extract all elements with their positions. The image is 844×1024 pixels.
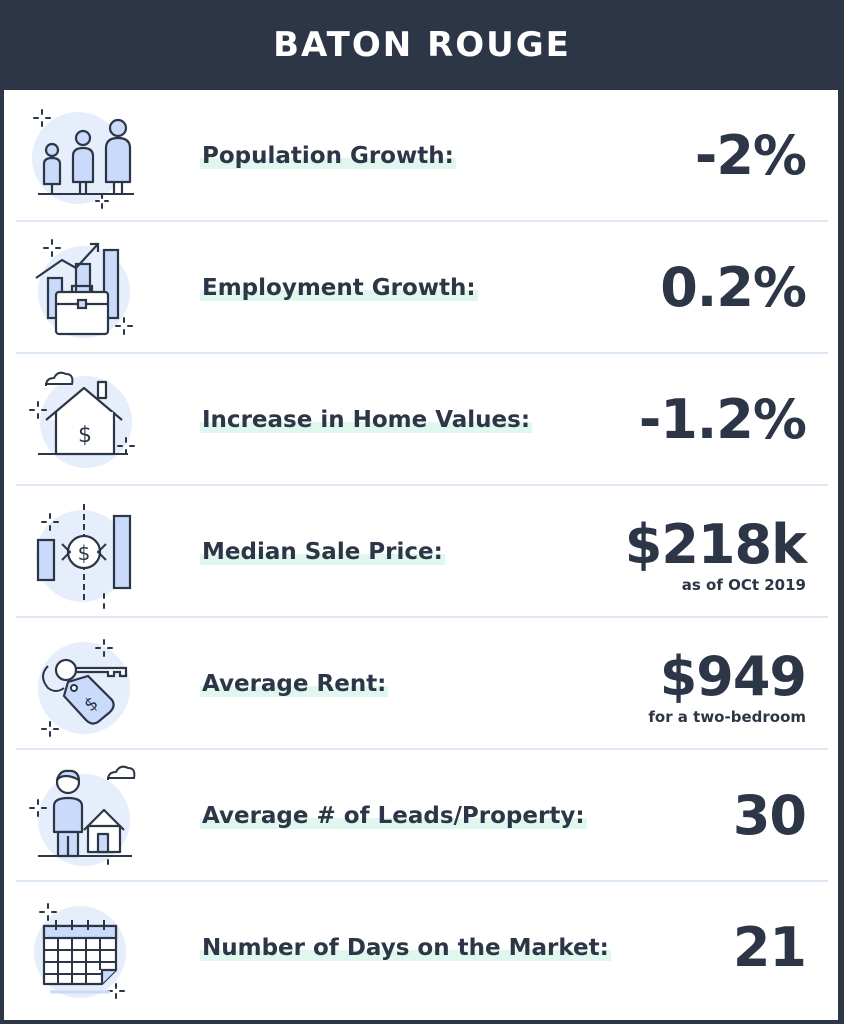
row-divider [16,616,828,618]
stat-label: Median Sale Price: [200,539,445,565]
sale-price-chart-icon: $ [28,494,140,610]
stat-label: Employment Growth: [200,275,478,301]
stat-row-median-sale-price: $ Median Sale Price: $218k as of OCt 201… [4,486,838,618]
stats-panel: Population Growth: -2% [4,90,838,1020]
people-icon [28,98,140,214]
stat-label: Average # of Leads/Property: [200,803,587,829]
row-divider [16,748,828,750]
stat-value-note: for a two-bedroom [648,708,806,727]
stat-row-leads: Average # of Leads/Property: 30 [4,750,838,882]
stat-row-employment: Employment Growth: 0.2% [4,222,838,354]
stat-label: Number of Days on the Market: [200,935,611,961]
stat-value-box: -2% [694,124,807,187]
person-house-icon [28,758,140,874]
bottom-border [0,1020,844,1024]
key-tag-icon: $ [28,626,140,742]
stat-value-note: as of OCt 2019 [681,576,806,595]
stat-value-box: 30 [732,784,807,847]
stat-value-box: 21 [732,916,807,979]
stat-value-box: -1.2% [638,388,807,451]
stat-label: Average Rent: [200,671,389,697]
house-dollar-icon: $ [28,362,140,478]
calendar-icon [28,890,140,1006]
svg-text:$: $ [78,423,92,448]
stat-value: 0.2% [660,256,807,319]
stat-value-box: 0.2% [660,256,807,319]
row-divider [16,352,828,354]
row-divider [16,484,828,486]
stat-label: Increase in Home Values: [200,407,533,433]
stat-value: $218k [624,513,807,577]
stat-row-average-rent: $ Average Rent: $949 for a two-bedroom [4,618,838,750]
row-divider [16,220,828,222]
stat-row-population: Population Growth: -2% [4,90,838,222]
stat-value: -1.2% [638,388,807,451]
page-title: BATON ROUGE [273,25,571,65]
row-divider [16,880,828,882]
stat-value-box: $218k as of OCt 2019 [624,513,807,595]
stat-row-days-on-market: Number of Days on the Market: 21 [4,882,838,1014]
stat-value: 21 [732,916,807,979]
stat-row-home-values: $ Increase in Home Values: -1.2% [4,354,838,486]
stat-value: 30 [732,784,807,847]
stat-value: -2% [694,124,807,187]
briefcase-chart-icon [28,230,140,346]
stat-label: Population Growth: [200,143,456,169]
header-bar: BATON ROUGE [0,0,844,90]
stat-value: $949 [659,645,807,709]
stat-value-box: $949 for a two-bedroom [648,645,807,727]
svg-text:$: $ [78,541,91,565]
